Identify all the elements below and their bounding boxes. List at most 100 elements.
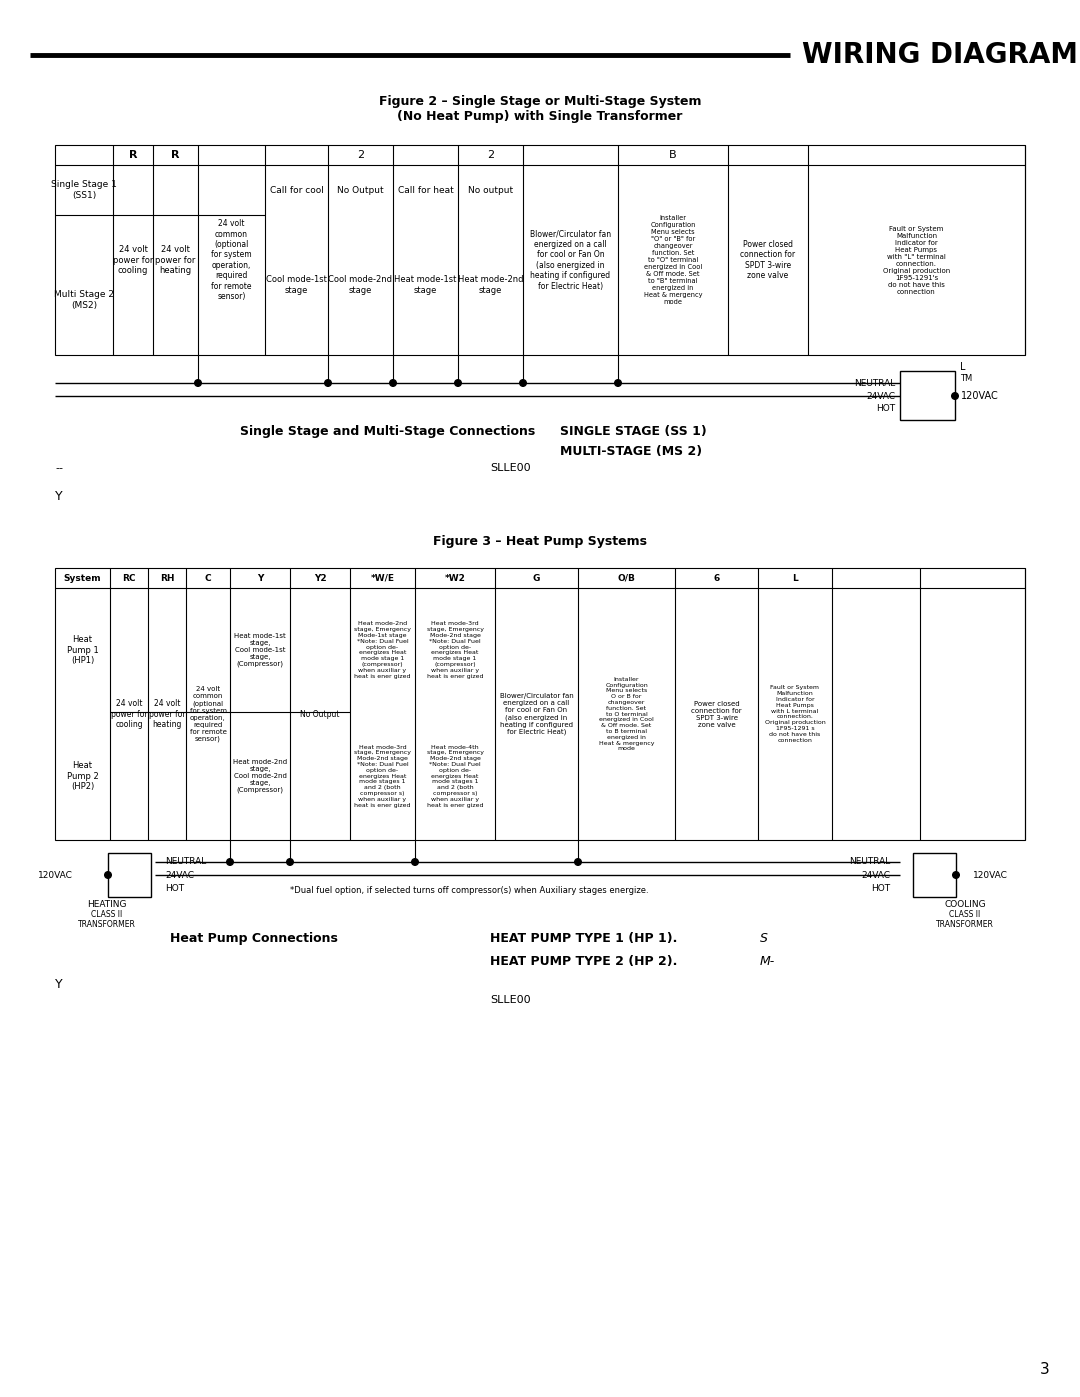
Text: *W/E: *W/E [370, 574, 394, 583]
Text: O/B: O/B [618, 574, 635, 583]
Text: Figure 3 – Heat Pump Systems: Figure 3 – Heat Pump Systems [433, 535, 647, 548]
Text: HEATING: HEATING [87, 900, 126, 909]
Circle shape [519, 380, 526, 387]
Circle shape [575, 859, 581, 865]
Text: R: R [129, 149, 137, 161]
Text: HOT: HOT [165, 883, 184, 893]
Text: Blower/Circulator fan
energized on a call
for cool or Fan On
(also energized in
: Blower/Circulator fan energized on a cal… [530, 229, 611, 291]
Text: Heat mode-3rd
stage, Emergency
Mode-2nd stage
*Note: Dual Fuel
option de-
energi: Heat mode-3rd stage, Emergency Mode-2nd … [354, 745, 411, 807]
Text: Y: Y [55, 490, 63, 503]
Bar [55, 145, 1025, 355]
Text: NEUTRAL: NEUTRAL [854, 379, 895, 387]
Bar [900, 372, 955, 420]
Text: CLASS II
TRANSFORMER: CLASS II TRANSFORMER [936, 909, 994, 929]
Text: 24 volt
power for
heating: 24 volt power for heating [156, 244, 195, 275]
Text: HOT: HOT [876, 404, 895, 412]
Text: 120VAC: 120VAC [961, 391, 999, 401]
Text: Heat mode-2nd
stage,
Cool mode-2nd
stage,
(Compressor): Heat mode-2nd stage, Cool mode-2nd stage… [233, 759, 287, 793]
Text: 2: 2 [356, 149, 364, 161]
Circle shape [615, 380, 621, 387]
Text: Cool mode-1st
stage: Cool mode-1st stage [266, 275, 327, 295]
Text: 24VAC: 24VAC [866, 391, 895, 401]
Circle shape [227, 859, 233, 865]
Bar [55, 569, 1025, 840]
Text: Power closed
connection for
SPDT 3-wire
zone valve: Power closed connection for SPDT 3-wire … [741, 240, 796, 281]
Text: SLLE00: SLLE00 [490, 995, 530, 1004]
Circle shape [390, 380, 396, 387]
Text: 6: 6 [714, 574, 719, 583]
Text: Heat mode-2nd
stage: Heat mode-2nd stage [458, 275, 523, 295]
Text: 24VAC: 24VAC [861, 870, 890, 880]
Text: Installer
Configuration
Menu selects
O or B for
changeover
function. Set
to O te: Installer Configuration Menu selects O o… [598, 676, 654, 752]
Text: 24 volt
power for
heating: 24 volt power for heating [149, 698, 186, 729]
Text: --: -- [55, 462, 63, 474]
Text: Installer
Configuration
Menu selects
"O" or "B" for
changeover
function. Set
to : Installer Configuration Menu selects "O"… [644, 215, 702, 305]
Text: 24 volt
power for
cooling: 24 volt power for cooling [112, 244, 153, 275]
Text: RH: RH [160, 574, 174, 583]
Text: Call for cool: Call for cool [270, 186, 323, 194]
Text: 2: 2 [487, 149, 494, 161]
Text: HOT: HOT [870, 883, 890, 893]
Text: Fault or System
Malfunction
Indicator for
Heat Pumps
with "L" terminal
connectio: Fault or System Malfunction Indicator fo… [882, 225, 950, 295]
Text: Y: Y [257, 574, 264, 583]
Text: Multi Stage 2
(MS2): Multi Stage 2 (MS2) [54, 291, 114, 310]
Text: No output: No output [468, 186, 513, 194]
Text: Heat mode-3rd
stage, Emergency
Mode-2nd stage
*Note: Dual Fuel
option de-
energi: Heat mode-3rd stage, Emergency Mode-2nd … [427, 622, 484, 679]
Text: Heat
Pump 1
(HP1): Heat Pump 1 (HP1) [67, 636, 98, 665]
Text: Power closed
connection for
SPDT 3-wire
zone valve: Power closed connection for SPDT 3-wire … [691, 700, 742, 728]
Text: 120VAC: 120VAC [38, 870, 72, 880]
Text: Heat mode-4th
stage, Emergency
Mode-2nd stage
*Note: Dual Fuel
option de-
energi: Heat mode-4th stage, Emergency Mode-2nd … [427, 745, 484, 807]
Text: No Output: No Output [300, 710, 340, 718]
Text: G: G [532, 574, 540, 583]
Circle shape [194, 380, 201, 387]
Text: R: R [172, 149, 179, 161]
Text: 24 volt
common
(optional
for system
operation,
required
for remote
sensor): 24 volt common (optional for system oper… [212, 219, 252, 300]
Text: 3: 3 [1040, 1362, 1050, 1377]
Text: HEAT PUMP TYPE 2 (HP 2).: HEAT PUMP TYPE 2 (HP 2). [490, 956, 677, 968]
Text: 24 volt
common
(optional
for system
operation,
required
for remote
sensor): 24 volt common (optional for system oper… [189, 686, 227, 742]
Text: M-: M- [760, 956, 775, 968]
Text: L: L [960, 362, 966, 372]
Text: Heat mode-1st
stage,
Cool mode-1st
stage,
(Compressor): Heat mode-1st stage, Cool mode-1st stage… [234, 633, 286, 668]
Text: Heat mode-1st
stage: Heat mode-1st stage [394, 275, 457, 295]
Text: *W2: *W2 [445, 574, 465, 583]
Text: *Dual fuel option, if selected turns off compressor(s) when Auxiliary stages ene: *Dual fuel option, if selected turns off… [291, 886, 649, 894]
Bar [108, 854, 151, 897]
Text: Single Stage and Multi-Stage Connections: Single Stage and Multi-Stage Connections [240, 425, 536, 439]
Text: Cool mode-2nd
stage: Cool mode-2nd stage [328, 275, 392, 295]
Text: No Output: No Output [337, 186, 383, 194]
Text: Heat mode-2nd
stage, Emergency
Mode-1st stage
*Note: Dual Fuel
option de-
energi: Heat mode-2nd stage, Emergency Mode-1st … [354, 622, 411, 679]
Circle shape [411, 859, 418, 865]
Text: Single Stage 1
(SS1): Single Stage 1 (SS1) [51, 180, 117, 200]
Text: Fault or System
Malfunction
Indicator for
Heat Pumps
with L terminal
connection.: Fault or System Malfunction Indicator fo… [765, 686, 825, 743]
Text: System: System [64, 574, 102, 583]
Text: CLASS II
TRANSFORMER: CLASS II TRANSFORMER [78, 909, 136, 929]
Text: S: S [760, 932, 768, 944]
Text: Heat Pump Connections: Heat Pump Connections [170, 932, 338, 944]
Circle shape [286, 859, 294, 865]
Text: Y: Y [55, 978, 63, 990]
Text: 24 volt
power for
cooling: 24 volt power for cooling [110, 698, 147, 729]
Circle shape [953, 872, 959, 879]
Text: L: L [792, 574, 798, 583]
Text: 120VAC: 120VAC [973, 870, 1008, 880]
Text: B: B [670, 149, 677, 161]
Text: Call for heat: Call for heat [397, 186, 454, 194]
Text: RC: RC [122, 574, 136, 583]
Circle shape [455, 380, 461, 387]
Text: NEUTRAL: NEUTRAL [849, 858, 890, 866]
Text: WIRING DIAGRAMS: WIRING DIAGRAMS [802, 41, 1080, 68]
Bar [913, 854, 956, 897]
Circle shape [325, 380, 332, 387]
Text: Heat
Pump 2
(HP2): Heat Pump 2 (HP2) [67, 761, 98, 791]
Text: C: C [205, 574, 212, 583]
Text: COOLING: COOLING [944, 900, 986, 909]
Circle shape [951, 393, 958, 400]
Text: HEAT PUMP TYPE 1 (HP 1).: HEAT PUMP TYPE 1 (HP 1). [490, 932, 677, 944]
Text: MULTI-STAGE (MS 2): MULTI-STAGE (MS 2) [561, 446, 702, 458]
Text: SLLE00: SLLE00 [490, 462, 530, 474]
Text: SINGLE STAGE (SS 1): SINGLE STAGE (SS 1) [561, 425, 706, 439]
Text: Y2: Y2 [313, 574, 326, 583]
Text: 24VAC: 24VAC [165, 870, 194, 880]
Text: Blower/Circulator fan
energized on a call
for cool or Fan On
(also energized in
: Blower/Circulator fan energized on a cal… [500, 693, 573, 735]
